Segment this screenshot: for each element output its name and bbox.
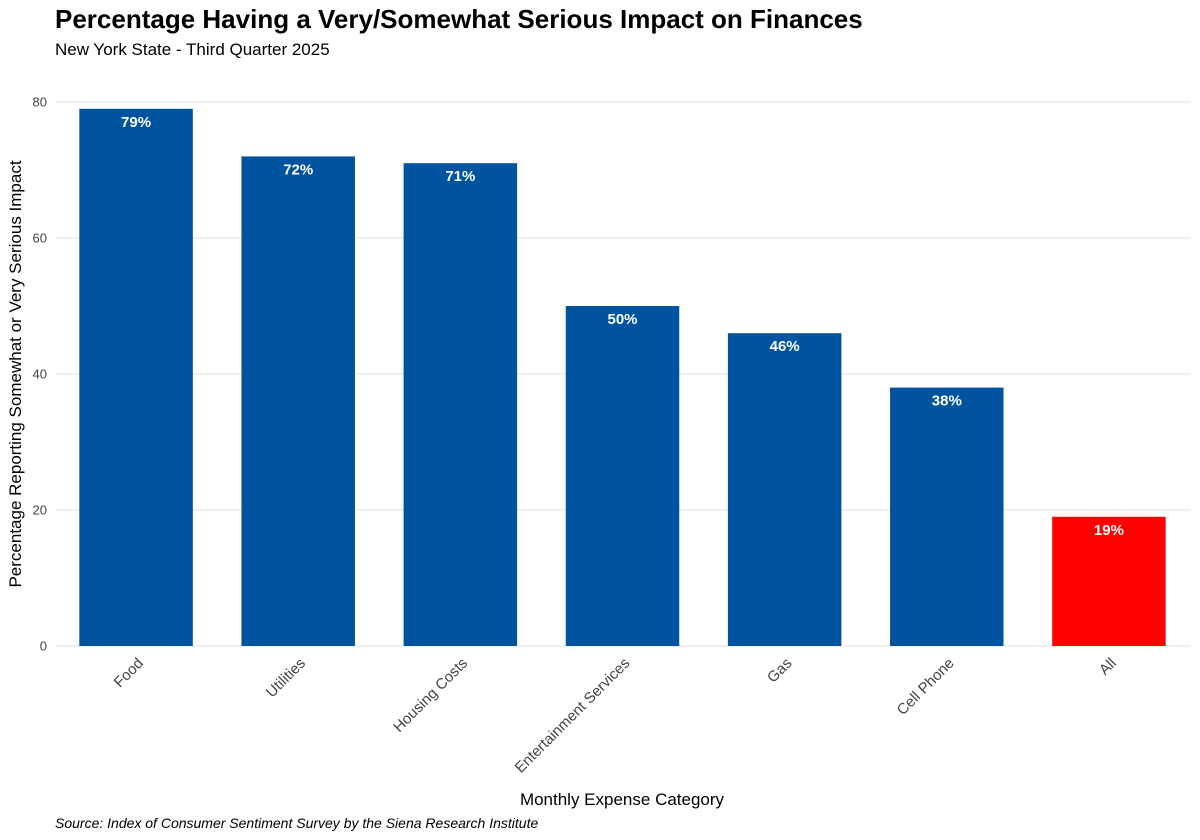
bar-housing-costs bbox=[403, 163, 518, 646]
y-tick-label: 40 bbox=[33, 367, 47, 382]
bar-data-label: 50% bbox=[607, 311, 637, 328]
chart-title: Percentage Having a Very/Somewhat Seriou… bbox=[55, 4, 863, 34]
bars: 79% 72% 71% 50% 46% 38% 19% bbox=[79, 108, 1166, 647]
x-axis-ticks: Food Utilities Housing Costs Entertainment … bbox=[111, 655, 1120, 777]
bar-cell-phone bbox=[890, 387, 1004, 646]
bar-gas bbox=[727, 333, 842, 646]
bar-data-label: 71% bbox=[445, 168, 475, 185]
source-caption: Source: Index of Consumer Sentiment Surv… bbox=[55, 815, 539, 831]
y-tick-label: 0 bbox=[40, 639, 47, 654]
bar-all bbox=[1052, 516, 1166, 646]
bar-food bbox=[79, 108, 193, 647]
y-tick-label: 80 bbox=[33, 95, 47, 110]
bar-data-label: 72% bbox=[283, 161, 313, 178]
x-tick-label: Entertainment Services bbox=[512, 655, 634, 777]
bar-data-label: 79% bbox=[121, 114, 151, 131]
bar-utilities bbox=[241, 156, 355, 646]
y-axis-title: Percentage Reporting Somewhat or Very Se… bbox=[6, 160, 25, 587]
x-tick-label: All bbox=[1096, 655, 1120, 679]
x-tick-label: Food bbox=[111, 655, 147, 691]
y-axis-ticks: 0 20 40 60 80 bbox=[33, 95, 47, 654]
chart-subtitle: New York State - Third Quarter 2025 bbox=[55, 40, 330, 59]
bar-data-label: 38% bbox=[932, 393, 962, 410]
x-tick-label: Gas bbox=[764, 655, 795, 686]
x-tick-label: Cell Phone bbox=[894, 655, 958, 719]
y-tick-label: 20 bbox=[33, 503, 47, 518]
bar-data-label: 46% bbox=[770, 338, 800, 355]
x-axis-title: Monthly Expense Category bbox=[520, 790, 725, 809]
bar-data-label: 19% bbox=[1094, 522, 1124, 539]
y-tick-label: 60 bbox=[33, 231, 47, 246]
x-tick-label: Utilities bbox=[263, 655, 309, 701]
bar-entertainment-services bbox=[565, 306, 680, 646]
x-tick-label: Housing Costs bbox=[390, 655, 471, 736]
